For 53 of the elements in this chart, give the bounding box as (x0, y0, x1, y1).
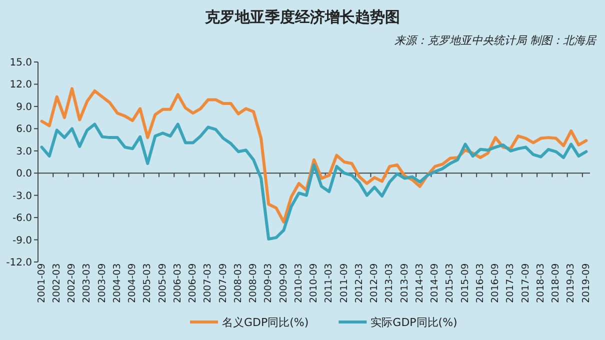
x-tick-label: 2016-09 (490, 263, 502, 303)
x-tick-label: 2017-09 (520, 263, 532, 303)
x-tick-label: 2006-03 (172, 263, 184, 303)
x-tick-label: 2018-03 (535, 263, 546, 303)
source-note: 来源：克罗地亚中央统计局 制图：北海居 (394, 34, 597, 47)
x-tick-label: 2001-09 (36, 263, 48, 303)
y-tick-label: 6.0 (16, 124, 32, 136)
x-tick-label: 2005-03 (142, 263, 154, 303)
x-tick-label: 2016-03 (474, 263, 486, 303)
line-series (40, 87, 588, 224)
x-tick-label: 2019-03 (566, 263, 577, 303)
y-tick-label: -12.0 (6, 258, 32, 268)
x-tick-label: 2017-03 (505, 263, 516, 303)
x-tick-label: 2010-03 (293, 263, 304, 303)
y-tick-label: -6.0 (12, 213, 32, 224)
y-tick-label: 9.0 (16, 102, 32, 113)
x-tick-label: 2012-03 (354, 263, 365, 303)
x-tick-label: 2013-03 (384, 263, 396, 303)
y-tick-label: 0.0 (16, 168, 32, 180)
x-tick-label: 2008-09 (248, 263, 260, 303)
y-tick-label: 3.0 (16, 146, 32, 158)
line-series (40, 122, 588, 241)
y-tick-label: 12.0 (10, 80, 32, 91)
y-tick-label: -9.0 (12, 235, 32, 246)
x-tick-label: 2014-09 (430, 263, 441, 303)
x-tick-label: 2004-09 (127, 263, 138, 303)
x-tick-label: 2015-03 (444, 263, 456, 303)
x-tick-label: 2003-09 (96, 263, 108, 303)
legend-label: 实际GDP同比(%) (370, 316, 458, 329)
chart-title: 克罗地亚季度经济增长趋势图 (204, 8, 400, 26)
y-tick-label: -3.0 (12, 190, 32, 202)
legend-label: 名义GDP同比(%) (222, 316, 309, 329)
x-tick-label: 2007-09 (218, 263, 229, 303)
x-tick-label: 2004-03 (112, 263, 124, 303)
x-tick-label: 2009-03 (263, 263, 274, 303)
x-tick-label: 2003-03 (82, 263, 93, 303)
x-tick-label: 2018-09 (550, 263, 562, 303)
y-tick-label: 15.0 (10, 58, 32, 68)
x-tick-label: 2012-09 (369, 263, 380, 303)
x-tick-label: 2007-03 (202, 263, 214, 303)
x-tick-label: 2008-03 (232, 263, 244, 303)
x-tick-label: 2011-09 (338, 263, 350, 303)
x-tick-label: 2019-09 (580, 263, 592, 303)
x-tick-label: 2005-09 (157, 263, 168, 303)
x-tick-label: 2015-09 (460, 263, 471, 303)
x-tick-label: 2014-03 (414, 263, 426, 303)
x-tick-label: 2006-09 (188, 263, 199, 303)
x-tick-label: 2002-03 (52, 263, 63, 303)
x-tick-label: 2002-09 (66, 263, 78, 303)
x-tick-label: 2011-03 (324, 263, 335, 303)
x-tick-label: 2013-09 (399, 263, 410, 303)
x-tick-label: 2009-09 (278, 263, 290, 303)
x-tick-label: 2010-09 (308, 263, 320, 303)
